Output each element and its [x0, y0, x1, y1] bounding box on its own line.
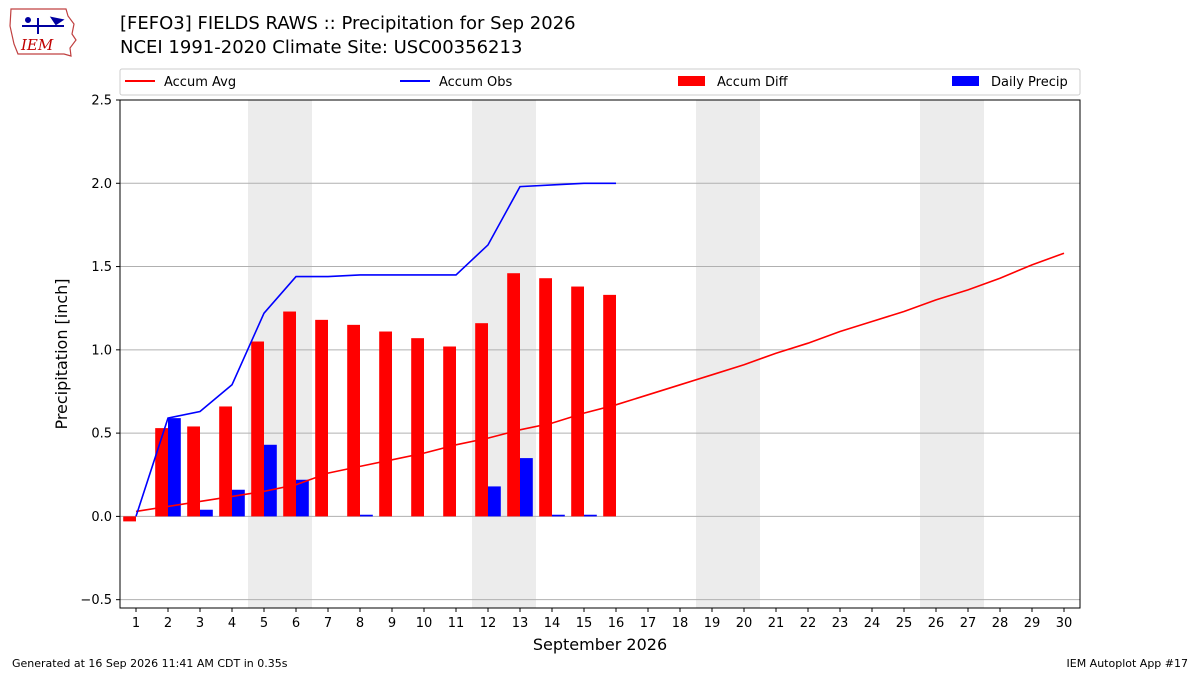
- daily-precip-bar: [488, 486, 501, 517]
- x-tick-label: 15: [576, 616, 593, 631]
- x-tick-label: 23: [832, 616, 849, 631]
- x-tick-label: 24: [864, 616, 881, 631]
- y-tick-label: 2.5: [91, 94, 112, 109]
- accum-diff-bar: [155, 428, 168, 517]
- accum-diff-bar: [315, 319, 328, 517]
- accum-diff-bar: [123, 516, 136, 522]
- x-axis-label: September 2026: [533, 635, 667, 654]
- x-tick-label: 20: [736, 616, 753, 631]
- x-tick-label: 9: [388, 616, 396, 631]
- iem-logo: IEM: [9, 8, 77, 57]
- accum-diff-bar: [571, 286, 584, 517]
- x-tick-label: 4: [228, 616, 236, 631]
- accum-diff-bar: [603, 294, 616, 517]
- x-tick-label: 13: [512, 616, 529, 631]
- x-tick-label: 17: [640, 616, 657, 631]
- weather-station-icon: [22, 16, 65, 34]
- chart-subtitle: NCEI 1991-2020 Climate Site: USC00356213: [120, 37, 523, 58]
- legend-daily-precip-swatch: [952, 76, 979, 86]
- x-tick-label: 22: [800, 616, 817, 631]
- x-tick-label: 7: [324, 616, 332, 631]
- weekend-shade: [920, 100, 952, 608]
- accum-diff-bar: [475, 323, 488, 517]
- accum-diff-bar: [411, 338, 424, 517]
- x-tick-label: 2: [164, 616, 172, 631]
- x-tick-label: 25: [896, 616, 913, 631]
- weekend-shade: [696, 100, 728, 608]
- app-footer: IEM Autoplot App #17: [1066, 657, 1189, 670]
- chart-title: [FEFO3] FIELDS RAWS :: Precipitation for…: [120, 13, 576, 34]
- legend-accum-diff-label: Accum Diff: [717, 75, 789, 90]
- accum-diff-bar: [443, 346, 456, 517]
- accum-avg-line: [135, 252, 1065, 513]
- legend-daily-precip-label: Daily Precip: [991, 75, 1068, 90]
- x-tick-label: 8: [356, 616, 364, 631]
- x-tick-label: 26: [928, 616, 945, 631]
- legend-accum-avg-label: Accum Avg: [164, 75, 236, 90]
- weekend-shade: [952, 100, 984, 608]
- accum-diff-bar: [347, 324, 360, 517]
- accum-obs-line: [135, 182, 616, 517]
- iowa-outline: [9, 8, 77, 57]
- daily-precip-bar: [264, 444, 277, 517]
- x-tick-label: 6: [292, 616, 300, 631]
- y-tick-label: 2.0: [91, 177, 112, 192]
- legend-accum-obs-label: Accum Obs: [439, 75, 512, 90]
- x-tick-label: 16: [608, 616, 625, 631]
- accum-diff-bar: [187, 426, 200, 517]
- x-tick-label: 14: [544, 616, 561, 631]
- daily-precip-bar: [168, 418, 181, 517]
- accum-diff-bar: [251, 341, 264, 517]
- daily-precip-bar: [296, 479, 309, 517]
- x-tick-label: 29: [1024, 616, 1041, 631]
- y-tick-label: 1.5: [91, 260, 112, 275]
- daily-precip-bar: [520, 458, 533, 517]
- generated-footer: Generated at 16 Sep 2026 11:41 AM CDT in…: [12, 657, 288, 670]
- accum-diff-bar: [379, 331, 392, 517]
- x-tick-label: 5: [260, 616, 268, 631]
- weekend-shade: [728, 100, 760, 608]
- logo-text: IEM: [20, 36, 54, 54]
- x-tick-label: 19: [704, 616, 721, 631]
- y-tick-label: −0.5: [80, 593, 112, 608]
- y-tick-label: 0.5: [91, 427, 112, 442]
- daily-precip-bar: [360, 514, 373, 517]
- x-tick-label: 1: [132, 616, 140, 631]
- x-tick-label: 21: [768, 616, 785, 631]
- accum-diff-bar: [283, 311, 296, 517]
- daily-precip-bar: [552, 514, 565, 517]
- accum-diff-bar: [539, 278, 552, 517]
- accum-diff-bar: [219, 406, 232, 517]
- legend-accum-diff-swatch: [678, 76, 705, 86]
- x-tick-label: 3: [196, 616, 204, 631]
- x-tick-label: 10: [416, 616, 433, 631]
- accum-diff-bar: [507, 273, 520, 517]
- daily-precip-bar: [232, 489, 245, 517]
- x-tick-label: 12: [480, 616, 497, 631]
- y-tick-label: 0.0: [91, 510, 112, 525]
- plot-frame: [119, 99, 1081, 609]
- y-axis-label: Precipitation [inch]: [52, 278, 71, 429]
- legend: Accum Avg Accum Obs Accum Diff Daily Precip: [119, 68, 1081, 96]
- x-tick-label: 28: [992, 616, 1009, 631]
- legend-box: [119, 68, 1081, 96]
- daily-precip-bar: [200, 509, 213, 517]
- x-tick-label: 11: [448, 616, 465, 631]
- x-tick-label: 27: [960, 616, 977, 631]
- daily-precip-bar: [584, 514, 597, 517]
- x-tick-label: 30: [1056, 616, 1073, 631]
- x-tick-label: 18: [672, 616, 689, 631]
- y-tick-label: 1.0: [91, 343, 112, 358]
